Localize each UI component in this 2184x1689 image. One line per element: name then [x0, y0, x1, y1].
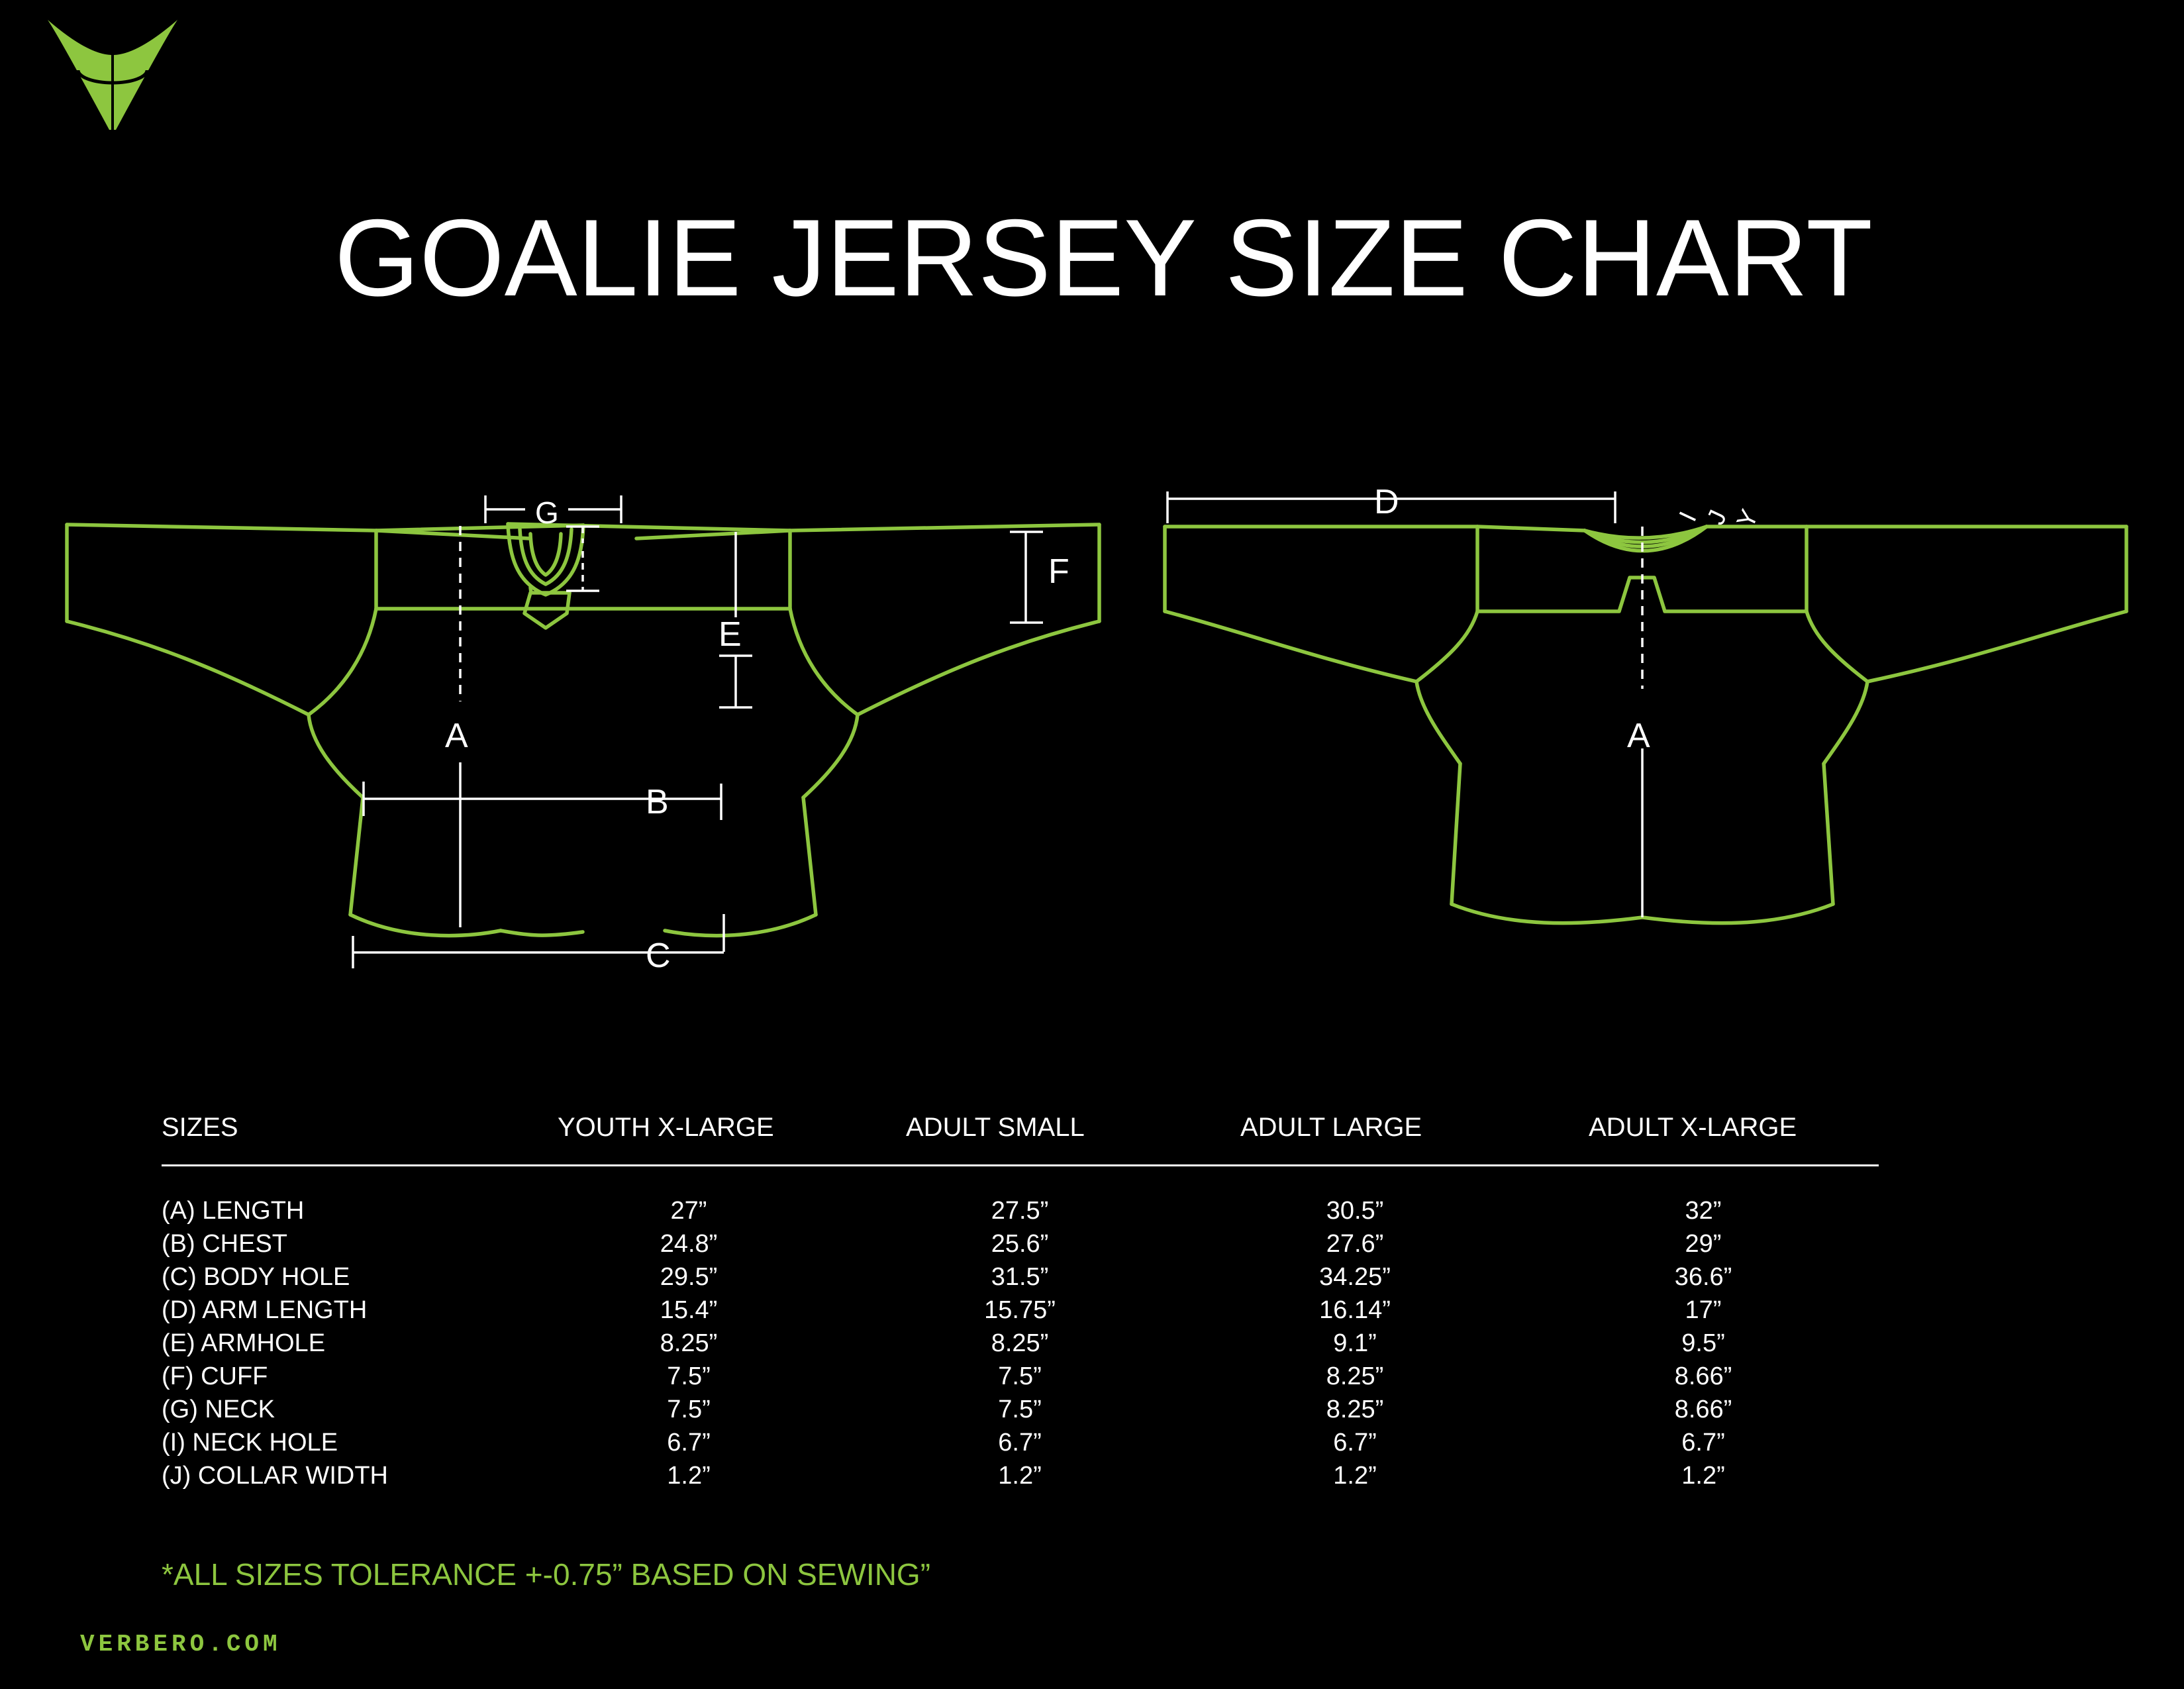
- svg-text:A: A: [445, 717, 468, 755]
- svg-text:D: D: [1374, 483, 1399, 521]
- svg-text:I: I: [1674, 507, 1703, 525]
- svg-text:G: G: [535, 495, 559, 530]
- svg-text:B: B: [646, 783, 669, 821]
- svg-text:A: A: [1627, 717, 1650, 755]
- svg-text:E: E: [719, 615, 742, 654]
- svg-text:F: F: [1048, 552, 1069, 591]
- svg-text:C: C: [646, 937, 671, 975]
